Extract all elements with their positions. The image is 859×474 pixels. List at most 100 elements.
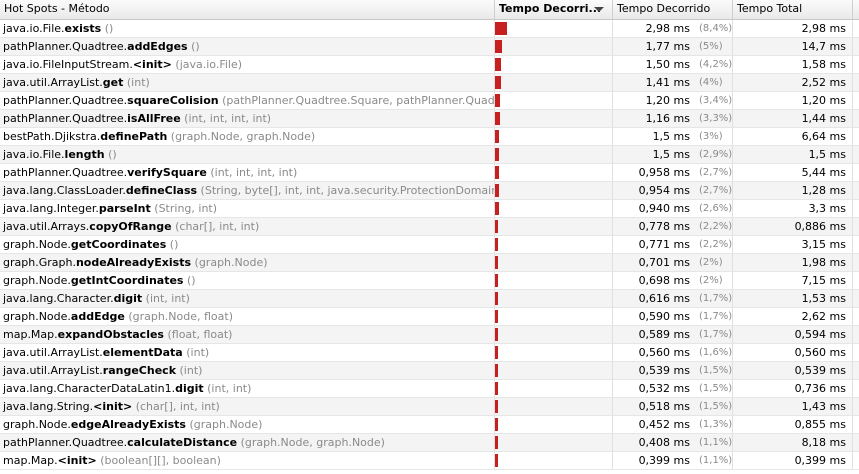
method-cell: java.io.File.length () [0, 146, 495, 163]
time-bar [495, 346, 498, 359]
total-time-cell: 1,20 ms [733, 92, 853, 109]
self-time-percent: (4%) [699, 77, 723, 88]
table-row[interactable]: java.lang.ClassLoader.defineClass (Strin… [0, 182, 859, 200]
self-time-value: 1,16 ms [645, 112, 690, 125]
self-time-cell: 1,20 ms (3,4%) [613, 92, 733, 109]
total-time-cell: 8,18 ms [733, 434, 853, 451]
column-header-total-time[interactable]: Tempo Total [733, 0, 853, 19]
table-row[interactable]: pathPlanner.Quadtree.verifySquare (int, … [0, 164, 859, 182]
column-header-self-time[interactable]: Tempo Decorrido [613, 0, 733, 19]
time-bar-cell [495, 344, 613, 361]
column-header-time-bar[interactable]: Tempo Decorri... [495, 0, 613, 19]
overflow-cell [853, 92, 859, 109]
method-cell: pathPlanner.Quadtree.addEdges () [0, 38, 495, 55]
table-row[interactable]: graph.Graph.nodeAlreadyExists (graph.Nod… [0, 254, 859, 272]
total-time-cell: 0,539 ms [733, 362, 853, 379]
method-name: expandObstacles [57, 328, 164, 341]
table-row[interactable]: java.lang.CharacterDataLatin1.digit (int… [0, 380, 859, 398]
self-time-value: 1,20 ms [645, 94, 690, 107]
table-row[interactable]: java.util.ArrayList.get (int) 1,41 ms (4%)… [0, 74, 859, 92]
method-cell: map.Map.<init> (boolean[][], boolean) [0, 452, 495, 469]
method-cell: java.util.ArrayList.elementData (int) [0, 344, 495, 361]
method-params: (graph.Node) [194, 256, 268, 269]
table-row[interactable]: java.io.FileInputStream.<init> (java.io.… [0, 56, 859, 74]
table-row[interactable]: graph.Node.addEdge (graph.Node, float) 0,… [0, 308, 859, 326]
time-bar-cell [495, 218, 613, 235]
self-time-percent: (1,1%) [699, 437, 733, 448]
method-name: rangeCheck [102, 364, 177, 377]
self-time-percent: (1,5%) [699, 401, 733, 412]
method-cell: java.lang.ClassLoader.defineClass (Strin… [0, 182, 495, 199]
table-row[interactable]: java.io.File.length () 1,5 ms (2,9%) 1,5 ms [0, 146, 859, 164]
time-bar [495, 292, 498, 305]
table-row[interactable]: pathPlanner.Quadtree.calculateDistance (… [0, 434, 859, 452]
self-time-percent: (2,2%) [699, 239, 733, 250]
total-time-cell: 5,44 ms [733, 164, 853, 181]
table-row[interactable]: graph.Node.edgeAlreadyExists (graph.Node… [0, 416, 859, 434]
column-header-method[interactable]: Hot Spots - Método [0, 0, 495, 19]
total-time-cell: 1,28 ms [733, 182, 853, 199]
time-bar [495, 148, 499, 161]
self-time-percent: (1,7%) [699, 293, 733, 304]
total-time-cell: 1,5 ms [733, 146, 853, 163]
self-time-percent: (1,5%) [699, 365, 733, 376]
method-cell: map.Map.expandObstacles (float, float) [0, 326, 495, 343]
table-row[interactable]: java.util.ArrayList.elementData (int) 0,5… [0, 344, 859, 362]
total-time-cell: 2,98 ms [733, 20, 853, 37]
time-bar-cell [495, 92, 613, 109]
table-row[interactable]: java.lang.Character.digit (int, int) 0,61… [0, 290, 859, 308]
table-row[interactable]: pathPlanner.Quadtree.squareColision (pat… [0, 92, 859, 110]
method-params: () [191, 40, 200, 53]
overflow-cell [853, 20, 859, 37]
column-header-overflow[interactable] [853, 0, 859, 19]
method-params: (boolean[][], boolean) [100, 454, 221, 467]
time-bar-cell [495, 416, 613, 433]
method-prefix: map.Map. [3, 328, 58, 341]
method-cell: graph.Node.addEdge (graph.Node, float) [0, 308, 495, 325]
method-params: (int, int, int, int) [210, 166, 298, 179]
self-time-percent: (1,1%) [699, 455, 733, 466]
table-row[interactable]: pathPlanner.Quadtree.isAllFree (int, int… [0, 110, 859, 128]
time-bar [495, 238, 498, 251]
self-time-percent: (2%) [699, 275, 723, 286]
method-prefix: pathPlanner.Quadtree. [3, 94, 128, 107]
method-prefix: graph.Node. [3, 418, 71, 431]
method-params: () [108, 148, 117, 161]
table-row[interactable]: map.Map.<init> (boolean[][], boolean) 0,3… [0, 452, 859, 470]
table-row[interactable]: java.util.Arrays.copyOfRange (char[], in… [0, 218, 859, 236]
time-bar-cell [495, 56, 613, 73]
self-time-cell: 0,778 ms (2,2%) [613, 218, 733, 235]
method-cell: pathPlanner.Quadtree.calculateDistance (… [0, 434, 495, 451]
table-row[interactable]: map.Map.expandObstacles (float, float) 0,… [0, 326, 859, 344]
method-cell: java.util.ArrayList.get (int) [0, 74, 495, 91]
table-row[interactable]: pathPlanner.Quadtree.addEdges () 1,77 ms (… [0, 38, 859, 56]
method-params: (int, int, int, int) [184, 112, 272, 125]
time-bar [495, 400, 498, 413]
method-params: (int) [126, 76, 150, 89]
method-cell: pathPlanner.Quadtree.squareColision (pat… [0, 92, 495, 109]
self-time-percent: (5%) [699, 41, 723, 52]
self-time-cell: 0,590 ms (1,7%) [613, 308, 733, 325]
overflow-cell [853, 326, 859, 343]
table-row[interactable]: graph.Node.getIntCoordinates () 0,698 ms (… [0, 272, 859, 290]
column-header-time-bar-label: Tempo Decorri... [499, 2, 602, 15]
total-time-cell: 0,594 ms [733, 326, 853, 343]
table-row[interactable]: graph.Node.getCoordinates () 0,771 ms (2,2… [0, 236, 859, 254]
table-row[interactable]: java.io.File.exists () 2,98 ms (8,4%) 2,98 … [0, 20, 859, 38]
overflow-cell [853, 146, 859, 163]
self-time-value: 2,98 ms [645, 22, 690, 35]
method-cell: java.lang.CharacterDataLatin1.digit (int… [0, 380, 495, 397]
method-prefix: java.lang.Integer. [3, 202, 99, 215]
time-bar-cell [495, 38, 613, 55]
table-row[interactable]: java.lang.String.<init> (char[], int, in… [0, 398, 859, 416]
total-time-cell: 3,3 ms [733, 200, 853, 217]
method-params: () [104, 22, 114, 35]
table-row[interactable]: java.lang.Integer.parseInt (String, int)… [0, 200, 859, 218]
method-params: (graph.Node, graph.Node) [170, 130, 316, 143]
table-row[interactable]: bestPath.Djikstra.definePath (graph.Node… [0, 128, 859, 146]
self-time-value: 0,771 ms [638, 238, 690, 251]
self-time-percent: (8,4%) [699, 23, 733, 34]
method-cell: java.lang.Character.digit (int, int) [0, 290, 495, 307]
table-row[interactable]: java.util.ArrayList.rangeCheck (int) 0,53… [0, 362, 859, 380]
